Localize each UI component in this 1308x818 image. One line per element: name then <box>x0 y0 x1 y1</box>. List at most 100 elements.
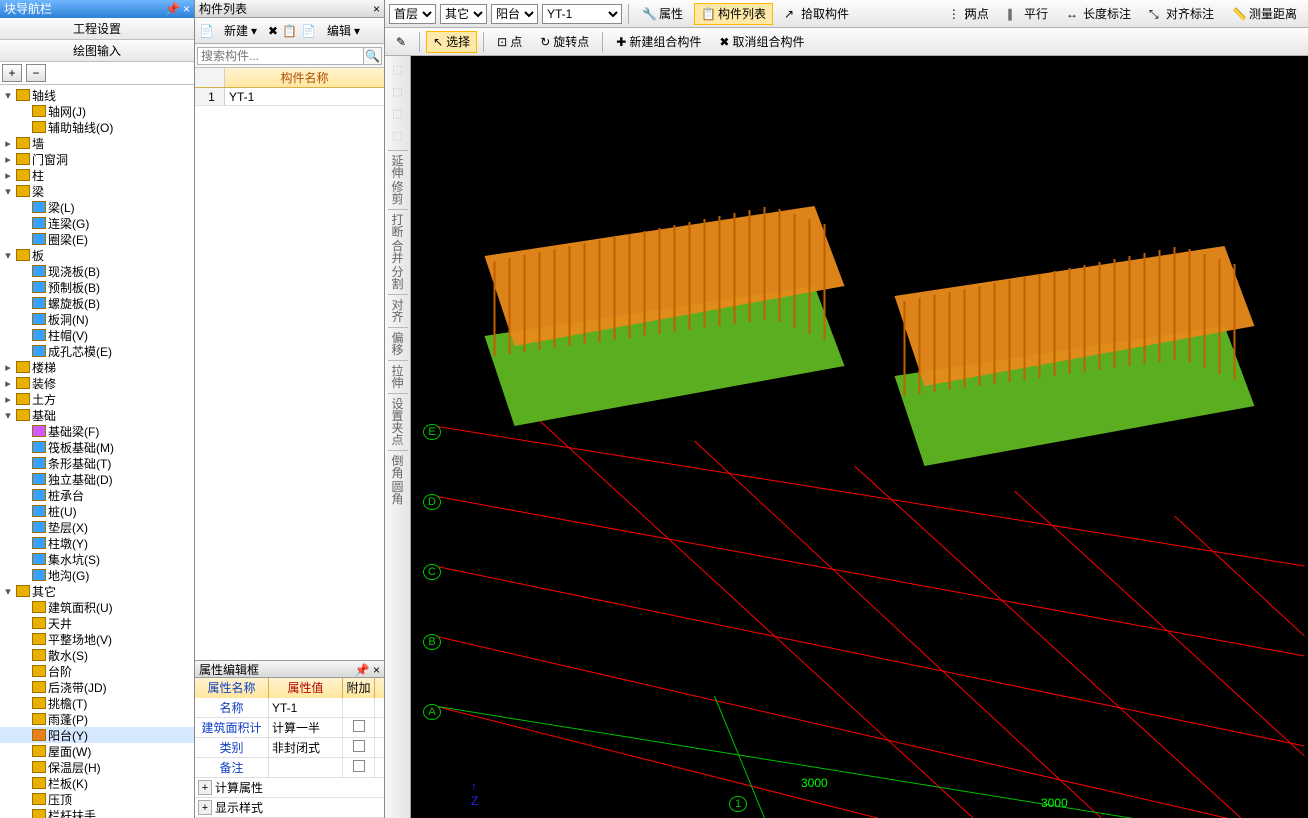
vtool-button[interactable]: 合并 <box>387 240 409 264</box>
tree-item[interactable]: ▾梁 <box>0 183 194 199</box>
category-select[interactable]: 其它 <box>440 4 487 24</box>
tree-item[interactable]: 后浇带(JD) <box>0 679 194 695</box>
pin-icon[interactable]: 📌 <box>355 663 370 677</box>
tree-item[interactable]: 基础梁(F) <box>0 423 194 439</box>
tree-item[interactable]: ▸柱 <box>0 167 194 183</box>
close-icon[interactable]: × <box>373 0 380 17</box>
vtool-button[interactable]: 打断 <box>387 214 409 238</box>
tree-item[interactable]: 连梁(G) <box>0 215 194 231</box>
parallel-button[interactable]: ∥平行 <box>1000 3 1055 25</box>
select-button[interactable]: ↖选择 <box>426 31 477 53</box>
vtool-button[interactable]: ⬚ <box>387 104 409 124</box>
vtool-button[interactable]: 分割 <box>387 266 409 290</box>
attributes-button[interactable]: 🔧属性 <box>635 3 690 25</box>
align-dim-button[interactable]: ⤡对齐标注 <box>1142 3 1221 25</box>
vtool-button[interactable]: 圆角 <box>387 481 409 505</box>
vtool-button[interactable]: ⬚ <box>387 126 409 146</box>
tree-item[interactable]: 柱墩(Y) <box>0 535 194 551</box>
tree-item[interactable]: 保温层(H) <box>0 759 194 775</box>
tree-item[interactable]: ▸土方 <box>0 391 194 407</box>
tree-item[interactable]: ▾轴线 <box>0 87 194 103</box>
tree-item[interactable]: 集水坑(S) <box>0 551 194 567</box>
tree-item[interactable]: 栏板(K) <box>0 775 194 791</box>
tree-item[interactable]: 桩承台 <box>0 487 194 503</box>
property-row[interactable]: 名称YT-1 <box>195 698 384 718</box>
tree-item[interactable]: 垫层(X) <box>0 519 194 535</box>
tree-item[interactable]: 板洞(N) <box>0 311 194 327</box>
tree-item[interactable]: 梁(L) <box>0 199 194 215</box>
length-dim-button[interactable]: ↔长度标注 <box>1059 3 1138 25</box>
nav-sub-settings[interactable]: 工程设置 <box>0 18 194 40</box>
expand-all-button[interactable]: + <box>2 64 22 82</box>
tree-item[interactable]: 现浇板(B) <box>0 263 194 279</box>
tree-item[interactable]: 平整场地(V) <box>0 631 194 647</box>
tree-item[interactable]: 螺旋板(B) <box>0 295 194 311</box>
pick-component-button[interactable]: ↗拾取构件 <box>777 3 856 25</box>
two-point-button[interactable]: ⋮⋮两点 <box>941 3 996 25</box>
edit-component-button[interactable]: 编辑▾ <box>320 20 367 42</box>
tree-item[interactable]: 辅助轴线(O) <box>0 119 194 135</box>
rotate-point-button[interactable]: ↻旋转点 <box>533 31 596 53</box>
tree-item[interactable]: 独立基础(D) <box>0 471 194 487</box>
tree-item[interactable]: 地沟(G) <box>0 567 194 583</box>
tree-item[interactable]: 轴网(J) <box>0 103 194 119</box>
tree-item[interactable]: 散水(S) <box>0 647 194 663</box>
vtool-button[interactable]: 偏移 <box>387 332 409 356</box>
component-list-button[interactable]: 📋构件列表 <box>694 3 773 25</box>
vtool-button[interactable]: 修剪 <box>387 181 409 205</box>
tree-item[interactable]: ▾板 <box>0 247 194 263</box>
tree-item[interactable]: ▸楼梯 <box>0 359 194 375</box>
paste-icon[interactable]: 📄 <box>301 24 316 38</box>
tree-item[interactable]: ▸墙 <box>0 135 194 151</box>
tree-item[interactable]: 台阶 <box>0 663 194 679</box>
tree-item[interactable]: 建筑面积(U) <box>0 599 194 615</box>
property-group[interactable]: +显示样式 <box>195 798 384 818</box>
tree-item[interactable]: ▾基础 <box>0 407 194 423</box>
property-row[interactable]: 备注 <box>195 758 384 778</box>
pin-icon[interactable]: 📌 <box>165 2 180 16</box>
tree-item[interactable]: ▸门窗洞 <box>0 151 194 167</box>
property-row[interactable]: 类别非封闭式 <box>195 738 384 758</box>
tree-item[interactable]: 预制板(B) <box>0 279 194 295</box>
nav-sub-draw-input[interactable]: 绘图输入 <box>0 40 194 62</box>
tree-item[interactable]: 条形基础(T) <box>0 455 194 471</box>
component-row[interactable]: 1YT-1 <box>195 88 384 106</box>
close-icon[interactable]: × <box>373 663 380 677</box>
tree-item[interactable]: 雨蓬(P) <box>0 711 194 727</box>
copy-icon[interactable]: 📋 <box>282 24 297 38</box>
new-combo-button[interactable]: ✚新建组合构件 <box>609 31 708 53</box>
vtool-button[interactable]: ⬚ <box>387 60 409 80</box>
subcategory-select[interactable]: 阳台 <box>491 4 538 24</box>
search-icon[interactable]: 🔍 <box>364 47 382 65</box>
nav-tree[interactable]: ▾轴线轴网(J)辅助轴线(O)▸墙▸门窗洞▸柱▾梁梁(L)连梁(G)圈梁(E)▾… <box>0 85 194 818</box>
vtool-button[interactable]: 拉伸 <box>387 365 409 389</box>
property-group[interactable]: +计算属性 <box>195 778 384 798</box>
collapse-all-button[interactable]: − <box>26 64 46 82</box>
close-icon[interactable]: × <box>183 2 190 16</box>
floor-select[interactable]: 首层 <box>389 4 436 24</box>
tree-item[interactable]: ▸装修 <box>0 375 194 391</box>
vtool-button[interactable]: ⬚ <box>387 82 409 102</box>
tree-item[interactable]: 桩(U) <box>0 503 194 519</box>
cancel-combo-button[interactable]: ✖取消组合构件 <box>712 31 811 53</box>
tree-item[interactable]: 阳台(Y) <box>0 727 194 743</box>
delete-icon[interactable]: ✖ <box>268 24 278 38</box>
tree-item[interactable]: 柱帽(V) <box>0 327 194 343</box>
vtool-button[interactable]: 对齐 <box>387 299 409 323</box>
vtool-button[interactable]: 设置夹点 <box>387 398 409 446</box>
draw-mode-button[interactable]: ✎ <box>389 31 413 53</box>
property-row[interactable]: 建筑面积计计算一半 <box>195 718 384 738</box>
tree-item[interactable]: 圈梁(E) <box>0 231 194 247</box>
vtool-button[interactable]: 倒角 <box>387 455 409 479</box>
tree-item[interactable]: ▾其它 <box>0 583 194 599</box>
vtool-button[interactable]: 延伸 <box>387 155 409 179</box>
tree-item[interactable]: 筏板基础(M) <box>0 439 194 455</box>
point-button[interactable]: ⊡点 <box>490 31 529 53</box>
tree-item[interactable]: 天井 <box>0 615 194 631</box>
component-search-input[interactable] <box>197 47 364 65</box>
tree-item[interactable]: 栏杆扶手 <box>0 807 194 818</box>
tree-item[interactable]: 成孔芯模(E) <box>0 343 194 359</box>
measure-button[interactable]: 📏测量距离 <box>1225 3 1304 25</box>
tree-item[interactable]: 屋面(W) <box>0 743 194 759</box>
component-name-select[interactable]: YT-1 <box>542 4 622 24</box>
